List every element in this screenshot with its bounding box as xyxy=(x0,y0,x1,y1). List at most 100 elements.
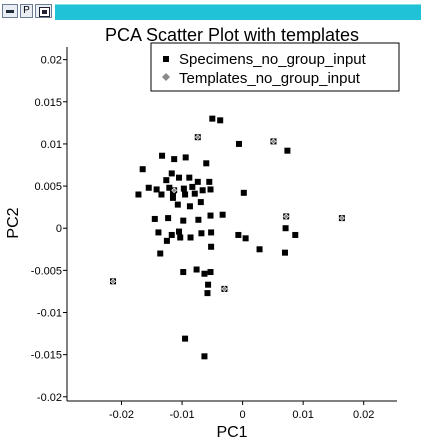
y-tick-label: -0.005 xyxy=(31,265,62,277)
specimen-point xyxy=(199,187,206,194)
specimen-point xyxy=(159,152,166,159)
template-point xyxy=(283,213,290,220)
y-tick-label: -0.01 xyxy=(37,308,62,320)
specimen-point xyxy=(186,174,193,181)
template-point-diamond xyxy=(338,215,345,222)
specimen-point xyxy=(209,115,216,122)
specimen-point xyxy=(182,335,189,342)
specimen-point xyxy=(203,160,210,167)
data-points xyxy=(110,115,345,360)
specimen-point xyxy=(197,199,204,206)
grid-view-icon xyxy=(39,7,50,17)
specimen-point xyxy=(235,231,242,238)
specimen-point xyxy=(187,234,194,241)
legend-specimens-marker xyxy=(163,56,169,62)
specimen-point xyxy=(135,191,142,198)
window-titlebar: P xyxy=(0,0,423,21)
y-tick-label: -0.02 xyxy=(37,392,62,404)
specimen-point xyxy=(240,189,247,196)
view-button[interactable] xyxy=(35,4,52,18)
specimen-point xyxy=(163,237,170,244)
y-tick-label: 0.02 xyxy=(41,55,62,67)
x-tick-label: 0.02 xyxy=(353,409,374,421)
specimen-point xyxy=(171,156,178,163)
y-tick-label: 0.01 xyxy=(41,139,62,151)
specimen-point xyxy=(193,266,200,273)
specimen-point xyxy=(282,225,289,232)
x-tick-label: -0.02 xyxy=(109,409,134,421)
specimen-point xyxy=(198,230,205,237)
template-point xyxy=(171,187,178,194)
pca-scatter-plot: PCA Scatter Plot with templates 0.02 0.01… xyxy=(0,20,423,447)
x-tick-label: 0 xyxy=(240,409,246,421)
specimen-point xyxy=(155,229,162,236)
template-point xyxy=(270,138,277,145)
y-tick-label: 0.005 xyxy=(34,181,62,193)
legend-specimens-label: Specimens_no_group_input xyxy=(179,51,367,68)
specimen-point xyxy=(207,269,214,276)
specimen-point xyxy=(158,191,165,198)
template-point-diamond xyxy=(110,278,116,285)
specimen-point xyxy=(176,228,183,235)
specimen-point xyxy=(186,203,193,210)
specimen-point xyxy=(201,353,208,360)
specimen-point xyxy=(195,216,202,223)
specimen-point xyxy=(182,154,189,161)
specimen-point xyxy=(256,246,263,253)
axes: 0.02 0.015 0.01 0.005 0 -0.005 -0.01 -0.015 -0.0… xyxy=(31,47,397,421)
legend-box xyxy=(150,42,400,92)
template-point xyxy=(110,278,117,285)
specimen-point xyxy=(153,186,160,193)
specimen-point xyxy=(166,184,173,191)
specimen-point xyxy=(180,217,187,224)
specimen-point xyxy=(169,194,176,201)
y-axis-label: PC2 xyxy=(5,207,22,238)
specimen-point xyxy=(177,234,184,241)
legend: Specimens_no_group_input Templates_no_gr… xyxy=(150,42,400,92)
specimen-point xyxy=(219,211,226,218)
minimize-button[interactable] xyxy=(2,4,18,18)
specimen-point xyxy=(165,215,172,222)
panel-label: P xyxy=(20,4,33,18)
specimen-point xyxy=(180,185,187,192)
specimen-point xyxy=(182,191,189,198)
specimen-point xyxy=(208,243,215,250)
template-point-diamond xyxy=(270,138,277,145)
specimen-point xyxy=(176,174,183,181)
specimen-point xyxy=(217,117,224,124)
template-point-diamond xyxy=(171,187,178,194)
chart-title: PCA Scatter Plot with templates xyxy=(105,25,359,45)
specimen-point xyxy=(151,215,158,222)
template-point-diamond xyxy=(283,213,290,220)
specimen-point xyxy=(206,178,213,185)
template-point xyxy=(194,134,201,141)
specimen-point xyxy=(168,231,175,238)
titlebar-strip xyxy=(55,4,421,20)
specimen-point xyxy=(168,170,175,177)
specimen-point xyxy=(204,290,211,297)
y-tick-label: -0.015 xyxy=(31,350,62,362)
minimize-icon xyxy=(6,10,14,13)
specimen-point xyxy=(174,201,181,208)
specimen-point xyxy=(157,250,164,257)
x-axis-label: PC1 xyxy=(216,424,247,441)
x-tick-label: 0.01 xyxy=(292,409,313,421)
x-tick-label: -0.01 xyxy=(170,409,195,421)
specimen-point xyxy=(191,190,198,197)
template-point xyxy=(221,285,228,292)
legend-templates-label: Templates_no_group_input xyxy=(179,70,361,87)
specimen-point xyxy=(194,178,201,185)
specimen-point xyxy=(145,184,152,191)
specimen-point xyxy=(281,249,288,256)
specimen-point xyxy=(242,235,249,242)
specimen-point xyxy=(207,212,214,219)
specimen-point xyxy=(201,270,208,277)
specimen-point xyxy=(284,147,291,154)
specimen-point xyxy=(292,231,299,238)
template-point-diamond xyxy=(221,285,228,292)
specimen-point xyxy=(205,281,212,288)
legend-templates-marker xyxy=(162,73,170,81)
specimen-point xyxy=(235,140,242,147)
specimen-point xyxy=(207,186,214,193)
y-tick-label: 0.015 xyxy=(34,97,62,109)
